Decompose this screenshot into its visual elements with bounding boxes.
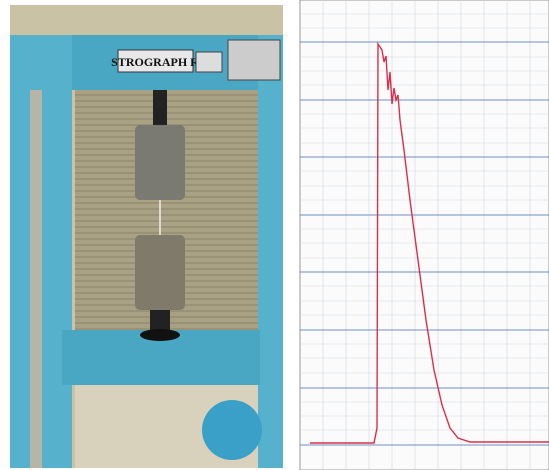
base-disk bbox=[140, 329, 180, 341]
lower-rod bbox=[150, 310, 170, 330]
scale-rod bbox=[30, 90, 42, 468]
small-plate bbox=[195, 51, 223, 73]
recorder-trace bbox=[310, 41, 549, 444]
machine-photo: STROGRAPH R bbox=[10, 5, 283, 468]
machine-label: STROGRAPH R bbox=[111, 55, 199, 69]
label-plate bbox=[117, 49, 194, 73]
spec-plate bbox=[227, 39, 281, 81]
minor-grid bbox=[300, 0, 549, 470]
upper-rod bbox=[153, 90, 167, 125]
paper bbox=[299, 0, 549, 470]
chart-paper bbox=[299, 0, 549, 470]
major-grid bbox=[300, 41, 549, 446]
right-column bbox=[258, 35, 283, 468]
lower-grip bbox=[135, 235, 185, 310]
upper-grip bbox=[135, 125, 185, 200]
bucket bbox=[202, 400, 262, 460]
